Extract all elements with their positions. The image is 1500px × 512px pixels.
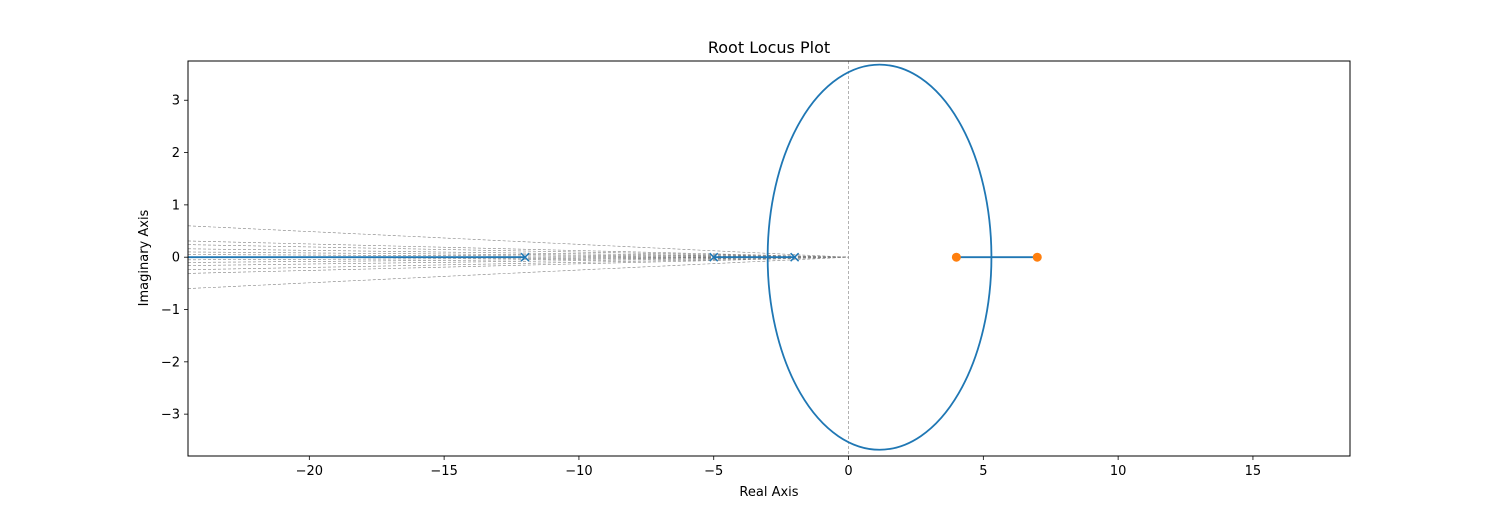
damping-guide-line (188, 225, 849, 258)
x-tick-label: 15 (1245, 464, 1262, 479)
x-tick-label: −5 (704, 464, 723, 479)
zero-marker (951, 252, 961, 262)
damping-guide-line (188, 256, 849, 289)
x-tick-label: −20 (296, 464, 323, 479)
damping-guide-line (188, 256, 849, 271)
y-tick-label: −3 (161, 408, 180, 423)
y-axis-ticks: −3 −2 −1 0 1 2 3 (161, 94, 188, 423)
y-tick-label: 2 (172, 146, 180, 161)
y-tick-label: −2 (161, 355, 180, 370)
x-tick-label: 10 (1110, 464, 1127, 479)
zero-marker (1032, 252, 1042, 262)
pole-marker (520, 252, 530, 262)
damping-guide-line (188, 248, 849, 258)
locus-ellipse-branch (766, 63, 993, 451)
y-tick-label: 0 (172, 251, 180, 266)
plot-frame (187, 60, 1351, 457)
y-axis-title: Imaginary Axis (137, 209, 152, 306)
x-tick-label: −10 (565, 464, 592, 479)
plot-area (188, 61, 1042, 456)
markers-layer (520, 252, 1042, 262)
y-tick-label: 1 (172, 198, 180, 213)
damping-guide-line (188, 240, 849, 258)
x-tick-label: 5 (979, 464, 987, 479)
x-axis-title: Real Axis (739, 485, 798, 500)
pole-marker (709, 252, 719, 262)
y-tick-label: 3 (172, 94, 180, 109)
pole-marker (790, 252, 800, 262)
damping-guide-line (188, 256, 849, 266)
chart-title: Root Locus Plot (708, 38, 830, 57)
damping-guide-line (188, 244, 849, 258)
x-axis-ticks: −20 −15 −10 −5 0 5 10 15 (296, 456, 1262, 479)
x-tick-label: 0 (844, 464, 852, 479)
damping-guide-line (188, 256, 849, 274)
x-tick-label: −15 (430, 464, 457, 479)
y-tick-label: −1 (161, 303, 180, 318)
locus-layer (188, 63, 1038, 451)
